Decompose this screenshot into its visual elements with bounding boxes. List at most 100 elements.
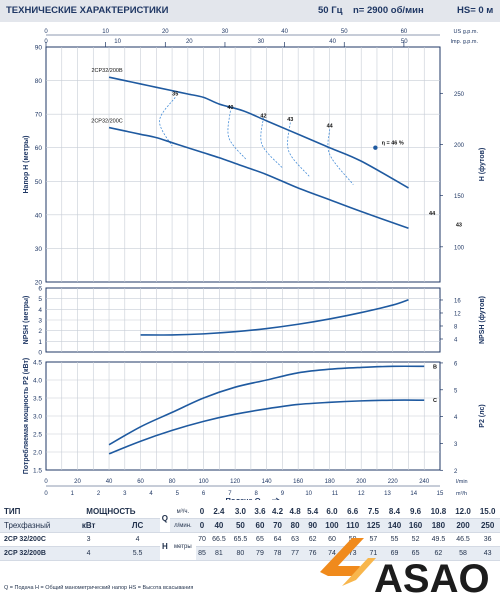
q-lmin-14: 250 xyxy=(475,518,500,533)
power-right-tick: 6 xyxy=(454,361,458,367)
h-unit: метры xyxy=(169,532,196,561)
q-m3h-12: 10.8 xyxy=(426,505,451,519)
imp-gpm-tick: 40 xyxy=(329,39,336,45)
x-tick-lmin: 80 xyxy=(169,479,176,485)
power-y-tick: 3.0 xyxy=(33,414,42,421)
head-right-tick: 250 xyxy=(454,92,465,98)
model-name: 2CP 32/200C xyxy=(0,532,62,547)
head-y-tick: 50 xyxy=(35,179,43,186)
power-y-tick: 1.5 xyxy=(33,468,42,475)
imp-gpm-tick: 10 xyxy=(114,39,121,45)
x-tick-m3h: 14 xyxy=(410,491,417,497)
x-tick-m3h: 1 xyxy=(71,491,75,497)
x-tick-m3h: 9 xyxy=(281,491,285,497)
q-lmin-0: 0 xyxy=(195,518,209,533)
head-series-label: 2CP32/200B xyxy=(91,68,123,74)
x-tick-lmin: 160 xyxy=(293,479,304,485)
x-tick-m3h: 2 xyxy=(97,491,101,497)
x-tick-lmin: 140 xyxy=(262,479,273,485)
spec-header-row: ТИП МОЩНОСТЬ Q м³/ч. 0 2.4 3.0 3.6 4.2 4… xyxy=(0,505,500,533)
x-tick-m3h: 6 xyxy=(202,491,206,497)
head-value: 43 xyxy=(475,546,500,561)
head-value: 58 xyxy=(450,546,476,561)
efficiency-label: 44 xyxy=(429,211,436,217)
head-value: 79 xyxy=(251,546,269,561)
head-value: 64 xyxy=(268,532,287,547)
head-frame xyxy=(45,46,441,283)
head-value: 65 xyxy=(251,532,269,547)
head-value: 66.5 xyxy=(208,532,230,547)
head-value: 65.5 xyxy=(229,532,252,547)
head-curve-c xyxy=(108,126,409,230)
head-y-tick: 40 xyxy=(35,212,43,219)
x-unit-m3h: m³/h xyxy=(456,491,467,497)
power-series-label: C xyxy=(433,398,437,404)
x-tick-lmin: 200 xyxy=(356,479,367,485)
head-value: 77 xyxy=(286,546,304,561)
head-value: 52 xyxy=(405,532,427,547)
head-value: 49.5 xyxy=(426,532,451,547)
q-lmin-4: 70 xyxy=(268,518,287,533)
efficiency-label: 44 xyxy=(327,124,334,130)
q-lmin-5: 80 xyxy=(286,518,304,533)
x-tick-m3h: 11 xyxy=(332,491,339,497)
q-m3h-2: 3.0 xyxy=(229,505,252,519)
q-header: Q xyxy=(159,505,170,533)
x-tick-lmin: 0 xyxy=(44,479,48,485)
phase-label: Трехфазный xyxy=(0,518,62,533)
imp-gpm-tick: 30 xyxy=(258,39,265,45)
frequency-label: 50 Гц xyxy=(318,5,343,16)
npsh-y-label-right: NPSH (футов) xyxy=(479,296,486,344)
q-lmin-12: 180 xyxy=(426,518,451,533)
efficiency-iso-line xyxy=(159,97,176,147)
head-right-tick: 100 xyxy=(454,245,465,251)
npsh-right-tick: 8 xyxy=(454,324,458,330)
footer-legend: Q = Подача H = Общий манометрический нап… xyxy=(4,585,194,591)
model-name: 2CP 32/200B xyxy=(0,546,62,561)
npsh-curve xyxy=(140,298,409,336)
power-y-tick: 2.0 xyxy=(33,450,42,457)
q-lmin-10: 140 xyxy=(383,518,406,533)
q-m3h-9: 7.5 xyxy=(362,505,384,519)
power-curve-b xyxy=(108,365,425,446)
q-m3h-unit: м³/ч. xyxy=(169,505,196,519)
q-m3h-10: 8.4 xyxy=(383,505,406,519)
kw-header: кВт xyxy=(62,518,116,533)
head-value: 36 xyxy=(475,532,500,547)
q-lmin-1: 40 xyxy=(208,518,230,533)
head-value: 76 xyxy=(303,546,322,561)
head-y-tick: 30 xyxy=(35,246,43,253)
q-m3h-13: 12.0 xyxy=(450,505,476,519)
head-curve-b xyxy=(108,76,409,189)
us-gpm-tick: 0 xyxy=(44,29,48,35)
head-value: 46.5 xyxy=(450,532,476,547)
x-tick-lmin: 180 xyxy=(325,479,336,485)
q-lmin-11: 160 xyxy=(405,518,427,533)
efficiency-label: 43 xyxy=(456,223,462,229)
head-y-tick: 80 xyxy=(35,78,43,85)
us-gpm-tick: 40 xyxy=(281,29,288,35)
head-y-tick: 70 xyxy=(35,112,43,119)
head-y-label: Напор H (метры) xyxy=(23,136,30,194)
head-y-tick: 90 xyxy=(35,45,43,52)
logo-text: ASAO xyxy=(374,557,490,600)
us-gpm-tick: 20 xyxy=(162,29,169,35)
q-m3h-6: 5.4 xyxy=(303,505,322,519)
power-header: МОЩНОСТЬ xyxy=(62,505,160,519)
npsh-y-tick: 6 xyxy=(38,286,42,293)
power-curve-c xyxy=(108,399,425,455)
npsh-right-tick: 16 xyxy=(454,298,461,304)
npsh-y-tick: 1 xyxy=(38,339,42,346)
hp-header: ЛС xyxy=(115,518,160,533)
x-tick-m3h: 7 xyxy=(228,491,232,497)
q-lmin-2: 50 xyxy=(229,518,252,533)
q-m3h-5: 4.8 xyxy=(286,505,304,519)
imp-gpm-label: Imp. g.p.m. xyxy=(450,39,478,45)
kw-value: 4 xyxy=(62,546,116,561)
power-right-tick: 3 xyxy=(454,442,458,448)
x-tick-lmin: 60 xyxy=(137,479,144,485)
head-y-label-right: H (футов) xyxy=(479,148,486,182)
head-value: 55 xyxy=(383,532,406,547)
us-gpm-tick: 50 xyxy=(341,29,348,35)
